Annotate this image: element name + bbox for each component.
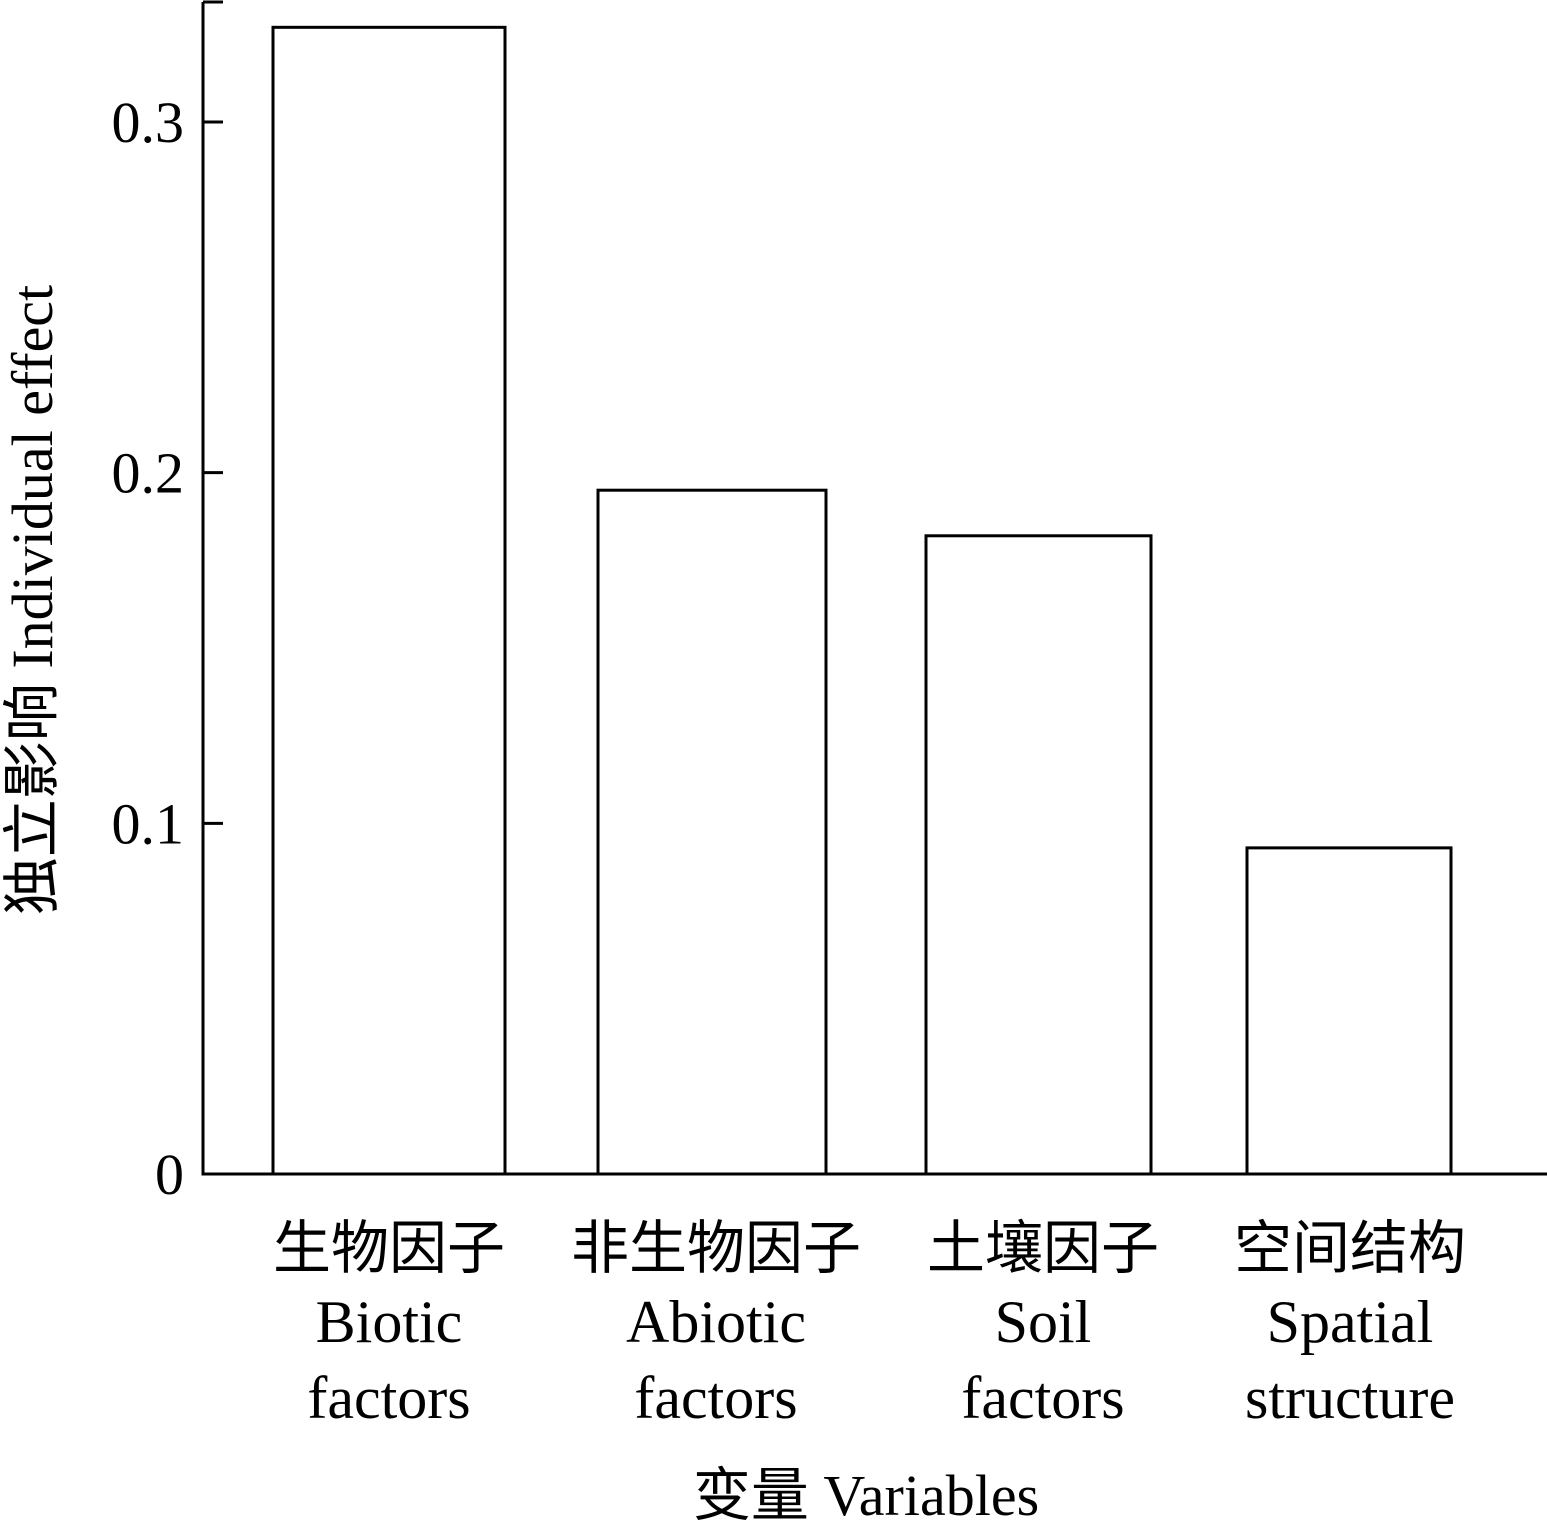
category-label-en: Abiotic <box>626 1289 806 1355</box>
category-label-cn: 非生物因子 <box>571 1216 861 1281</box>
y-tick-label: 0.3 <box>112 90 185 155</box>
category-label-en: Biotic <box>316 1289 463 1355</box>
bar-2 <box>598 490 826 1174</box>
x-tick-labels: 生物因子Bioticfactors非生物因子Abioticfactors土壤因子… <box>273 1216 1466 1431</box>
y-tick-label: 0.1 <box>112 791 185 856</box>
bar-3 <box>926 536 1151 1174</box>
bar-4 <box>1247 848 1451 1174</box>
category-label-en: Spatial <box>1267 1289 1434 1355</box>
category-label-cn: 生物因子 <box>273 1216 505 1281</box>
y-axis-title: 独立影响 Individual effect <box>0 285 65 915</box>
category-label-en: structure <box>1245 1365 1455 1431</box>
bars <box>273 27 1451 1174</box>
category-label-en: Soil <box>995 1289 1092 1355</box>
category-label: 土壤因子 Soil factors <box>927 1216 1159 1431</box>
category-label-cn: 空间结构 <box>1234 1216 1466 1281</box>
y-tick-label: 0.2 <box>112 441 185 506</box>
category-label: 非生物因子 Abiotic factors <box>571 1216 861 1431</box>
category-label-en: factors <box>307 1365 470 1431</box>
category-label: 生物因子 Biotic factors <box>273 1216 505 1431</box>
category-label-cn: 土壤因子 <box>927 1216 1159 1281</box>
x-axis-title: 变量 Variables <box>693 1463 1039 1526</box>
bar-1 <box>273 27 505 1174</box>
category-label-en: factors <box>634 1365 797 1431</box>
y-ticks: 0 0.1 0.2 0.3 <box>112 90 224 1207</box>
y-tick-label: 0 <box>155 1142 184 1207</box>
category-label-en: factors <box>961 1365 1124 1431</box>
category-label: 空间结构 Spatial structure <box>1234 1216 1466 1431</box>
